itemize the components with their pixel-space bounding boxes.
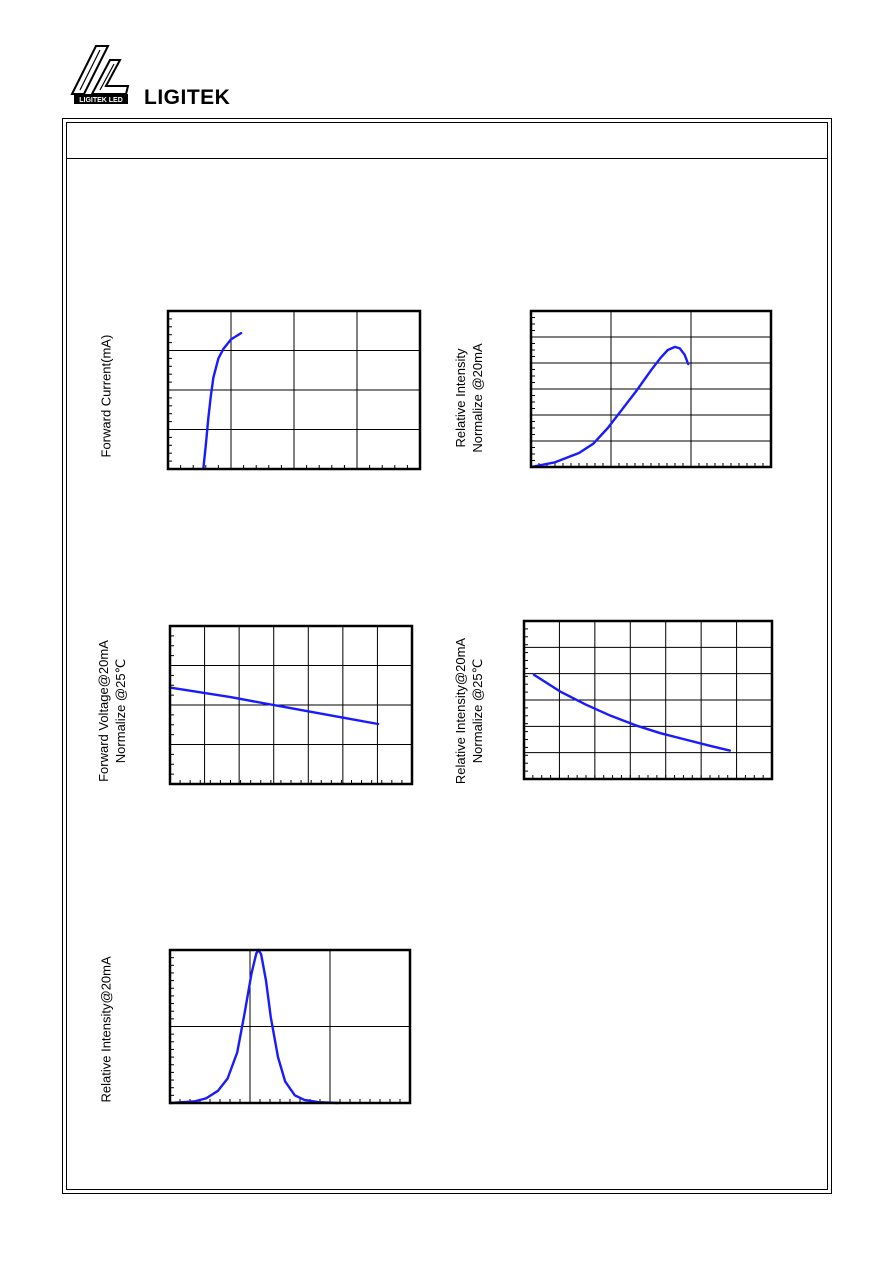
chart4-relative-intensity-temp-plot — [522, 619, 774, 781]
chart3-ylabel-line2: Normalize @25℃ — [113, 658, 128, 764]
chart1-forward-current-plot — [166, 309, 422, 471]
plot-border — [168, 624, 414, 786]
page-frame — [62, 118, 832, 1194]
chart4-ylabel-line1: Relative Intensity@20mA — [453, 637, 468, 785]
chart-series-line — [168, 686, 380, 726]
page-frame-inner — [66, 122, 828, 1190]
chart3-ylabel: Forward Voltage@20mA Normalize @25℃ — [95, 636, 129, 786]
chart3-forward-voltage-plot — [168, 624, 414, 786]
logo-text: LIGITEK LED — [79, 97, 123, 104]
chart2-ylabel-line2: Normalize @20mA — [470, 343, 485, 453]
ligitek-logo-icon: LIGITEK LED — [70, 45, 130, 104]
plot-border — [166, 309, 422, 471]
chart2-ylabel-line1: Relative Intensity — [453, 348, 468, 448]
chart4-ylabel-line2: Normalize @25℃ — [470, 658, 485, 764]
chart-series-line — [202, 331, 243, 471]
chart5-ylabel-line1: Relative Intensity@20mA — [98, 956, 114, 1103]
chart5-spectrum-plot — [168, 948, 412, 1105]
plot-border — [168, 948, 412, 1105]
header-divider — [66, 158, 828, 159]
plot-border — [529, 309, 773, 469]
chart5-ylabel: Relative Intensity@20mA — [98, 956, 115, 1103]
chart2-relative-intensity-plot — [529, 309, 773, 469]
chart1-ylabel-line1: Forward Current(mA) — [98, 334, 114, 458]
chart4-ylabel: Relative Intensity@20mA Normalize @25℃ — [452, 626, 486, 796]
chart3-ylabel-line1: Forward Voltage@20mA — [96, 640, 111, 782]
chart-series-line — [529, 345, 690, 469]
plot-border — [522, 619, 774, 781]
chart-series-line — [532, 673, 732, 752]
chart1-ylabel: Forward Current(mA) — [98, 334, 115, 458]
brand-name: LIGITEK — [144, 86, 231, 109]
chart2-ylabel: Relative Intensity Normalize @20mA — [452, 338, 486, 458]
